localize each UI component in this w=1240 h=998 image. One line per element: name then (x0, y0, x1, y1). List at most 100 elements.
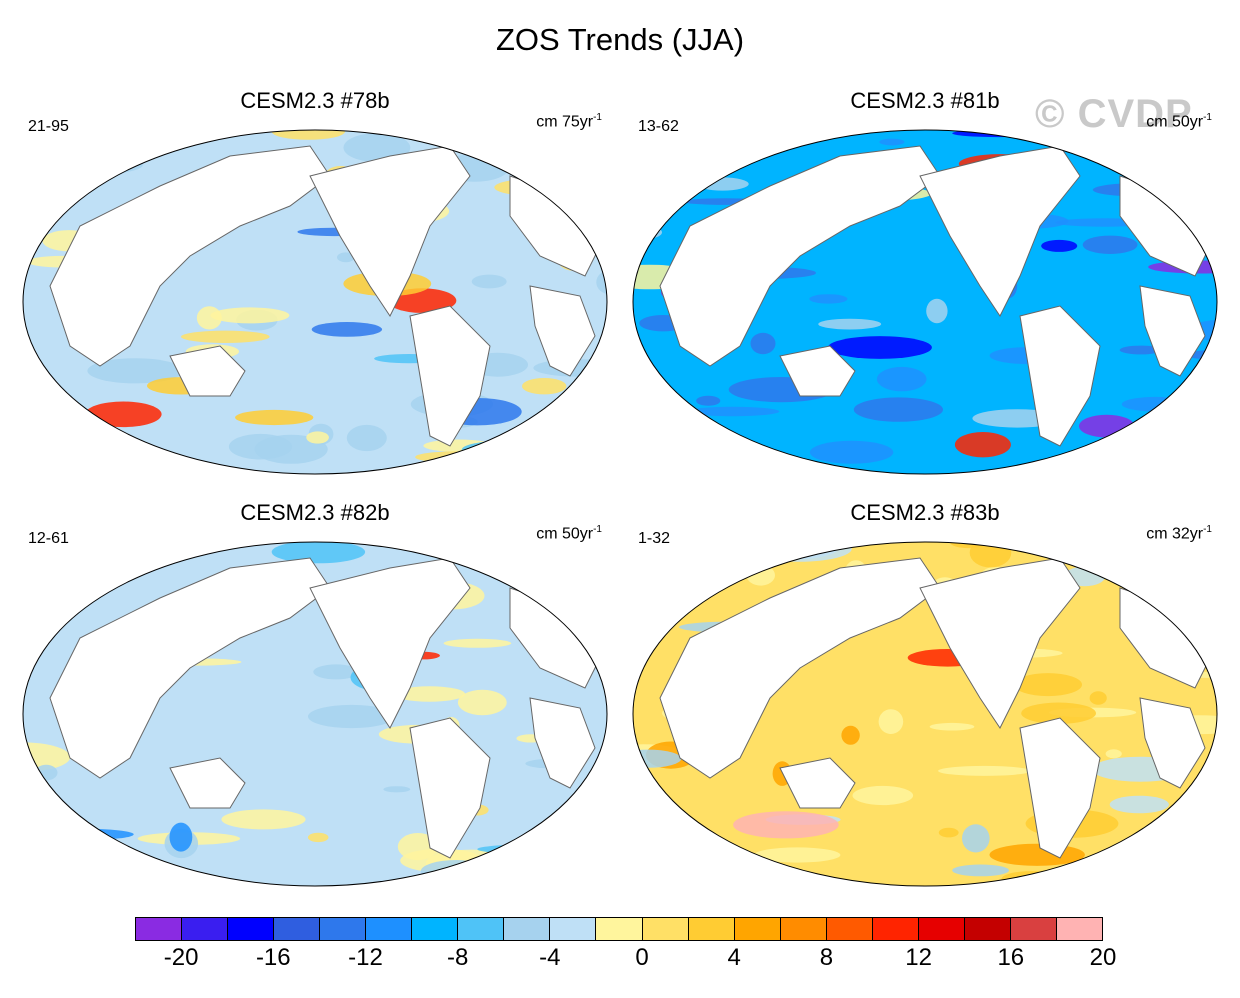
map-border (632, 541, 1218, 887)
trend-patch (181, 330, 270, 343)
trend-patch (1021, 702, 1096, 724)
panel-title: CESM2.3 #81b (850, 88, 1000, 113)
trend-patch (633, 130, 673, 156)
trend-patch (210, 307, 290, 324)
trend-patch (254, 434, 328, 464)
trend-patch (220, 130, 274, 132)
colorbar (135, 917, 1103, 941)
world-map (22, 541, 608, 900)
trend-patch (969, 542, 1012, 568)
trend-patch (311, 322, 383, 337)
trend-patch (733, 811, 839, 839)
trend-patch (221, 809, 306, 830)
trend-patch (534, 564, 607, 580)
trend-patch (1186, 606, 1217, 628)
colorbar-tick-label: 0 (635, 944, 649, 971)
colorbar-cell (412, 918, 459, 940)
trend-patch (748, 542, 852, 562)
trend-patch (1157, 400, 1217, 426)
trend-patch (307, 832, 329, 843)
trend-patch (391, 542, 465, 545)
colorbar-tick-label: -12 (348, 944, 383, 971)
trend-patch (23, 130, 77, 131)
trend-patch (700, 459, 728, 474)
landmass (1139, 697, 1206, 789)
trend-patch (1109, 795, 1169, 814)
colorbar-cell (504, 918, 551, 940)
trend-patch (83, 890, 168, 900)
trend-patch (962, 824, 990, 853)
trend-patch (343, 133, 411, 162)
ocean-field (23, 130, 607, 474)
world-map (632, 116, 1218, 475)
landmass (529, 285, 596, 377)
trend-patch (1187, 319, 1217, 342)
colorbar-cell (182, 918, 229, 940)
trend-patch (24, 601, 64, 620)
trend-patch (53, 155, 143, 175)
panel-units-label: cm 32yr-1 (1146, 524, 1212, 543)
colorbar-tick-label: 8 (819, 944, 834, 971)
trend-patch (516, 880, 591, 886)
trend-patch (954, 432, 1011, 458)
trend-patch (809, 294, 848, 304)
trend-patch (633, 177, 683, 188)
map-panel-82b: CESM2.3 #82b 12-61 cm 50yr-1 (10, 500, 620, 900)
trend-patch (663, 875, 682, 886)
trend-patch (750, 542, 839, 560)
trend-patch (477, 844, 567, 854)
trend-patch (563, 419, 607, 427)
trend-patch (87, 358, 184, 384)
trend-patch (827, 336, 932, 359)
trend-patch (1167, 888, 1230, 900)
trend-patch (337, 252, 355, 263)
trend-patch (853, 397, 943, 422)
panel-units-label: cm 50yr-1 (1146, 112, 1212, 131)
colorbar-cell (274, 918, 321, 940)
trend-patch (23, 559, 57, 567)
trend-patch (750, 332, 776, 355)
trend-patch (878, 709, 904, 734)
trend-patch (989, 843, 1085, 866)
map-border (22, 129, 608, 475)
landmass (309, 145, 471, 317)
panel-title: CESM2.3 #82b (240, 500, 390, 525)
landmass (309, 557, 471, 729)
trend-patch (308, 704, 395, 729)
trend-patch (1119, 345, 1162, 355)
trend-patch (522, 378, 567, 395)
landmass (169, 757, 246, 809)
colorbar-ticks: -20 -16 -12 -8 -4 0 4 8 12 16 20 (135, 944, 1117, 976)
trend-patch (40, 542, 130, 551)
trend-patch (271, 542, 366, 564)
map-panel-81b: CESM2.3 #81b 13-62 cm 50yr-1 (620, 88, 1230, 488)
trend-patch (799, 116, 831, 124)
trend-patch (938, 765, 1031, 776)
trend-patch (663, 144, 685, 162)
landmass (779, 345, 856, 397)
trend-patch (52, 470, 86, 474)
trend-patch (1014, 673, 1082, 697)
panel-years-label: 1-32 (638, 530, 671, 547)
world-map (22, 129, 608, 475)
map-border (22, 541, 608, 887)
colorbar-tick-label: -4 (539, 944, 561, 971)
trend-patch (879, 138, 905, 146)
landmass (1019, 717, 1101, 859)
trend-patch (818, 318, 882, 330)
trend-patch (1161, 562, 1199, 590)
trend-patch (313, 664, 359, 680)
trend-patch (1096, 542, 1165, 563)
colorbar-cell (872, 918, 919, 940)
trend-patch (1121, 396, 1190, 412)
trend-patch (26, 152, 105, 176)
landmass (659, 145, 941, 367)
colorbar-cell (964, 918, 1011, 940)
trend-patch (442, 542, 536, 553)
trend-patch (471, 274, 507, 289)
trend-patch (876, 366, 927, 392)
map-panel-83b: CESM2.3 #83b 1-32 cm 32yr-1 (620, 500, 1230, 900)
trend-patch (1041, 239, 1078, 252)
colorbar-cell (918, 918, 965, 940)
landmass (1139, 285, 1206, 377)
